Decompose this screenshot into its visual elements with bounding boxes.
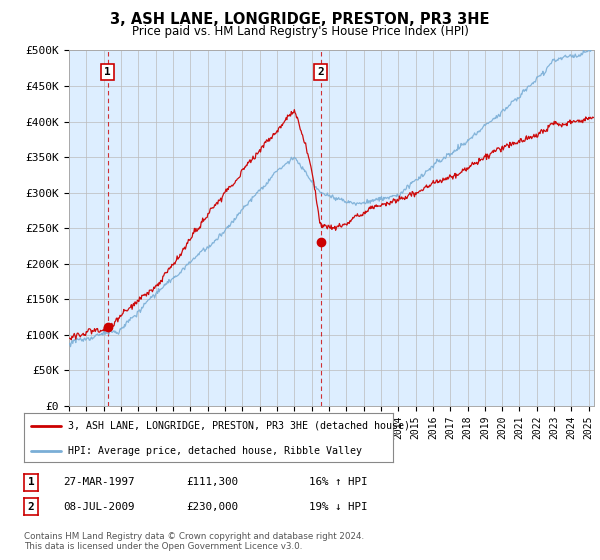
Text: 1: 1 (28, 477, 35, 487)
Text: 27-MAR-1997: 27-MAR-1997 (63, 477, 134, 487)
Text: 2: 2 (317, 67, 324, 77)
Text: 3, ASH LANE, LONGRIDGE, PRESTON, PR3 3HE: 3, ASH LANE, LONGRIDGE, PRESTON, PR3 3HE (110, 12, 490, 27)
Text: £230,000: £230,000 (186, 502, 238, 512)
Text: Price paid vs. HM Land Registry's House Price Index (HPI): Price paid vs. HM Land Registry's House … (131, 25, 469, 38)
Text: HPI: Average price, detached house, Ribble Valley: HPI: Average price, detached house, Ribb… (68, 446, 362, 456)
Text: £111,300: £111,300 (186, 477, 238, 487)
Text: 1: 1 (104, 67, 111, 77)
Text: 2: 2 (28, 502, 35, 512)
Text: 08-JUL-2009: 08-JUL-2009 (63, 502, 134, 512)
Text: 19% ↓ HPI: 19% ↓ HPI (309, 502, 367, 512)
Text: Contains HM Land Registry data © Crown copyright and database right 2024.
This d: Contains HM Land Registry data © Crown c… (24, 532, 364, 552)
Text: 16% ↑ HPI: 16% ↑ HPI (309, 477, 367, 487)
Text: 3, ASH LANE, LONGRIDGE, PRESTON, PR3 3HE (detached house): 3, ASH LANE, LONGRIDGE, PRESTON, PR3 3HE… (68, 421, 410, 431)
